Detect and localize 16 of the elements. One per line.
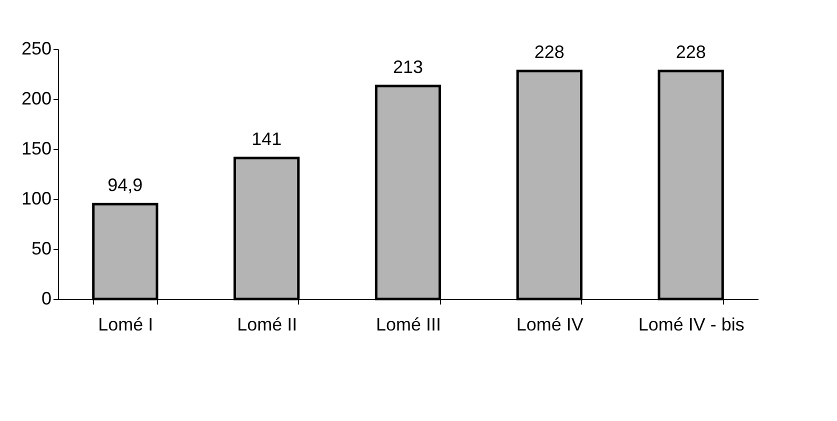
x-tick-label: Lomé II — [237, 314, 298, 334]
y-tick-label: 250 — [21, 38, 52, 58]
x-tick-label: Lomé III — [376, 314, 442, 334]
data-label: 141 — [252, 129, 282, 149]
y-tick-label: 150 — [21, 138, 52, 158]
y-tick-label: 50 — [31, 238, 52, 258]
y-tick-label: 200 — [21, 88, 52, 108]
data-label: 228 — [676, 42, 706, 62]
data-label: 213 — [392, 57, 424, 77]
data-label: 94,9 — [108, 175, 143, 196]
y-tick-label: 100 — [21, 188, 52, 208]
data-label: 228 — [534, 42, 564, 62]
y-tick-label: 0 — [41, 288, 52, 308]
x-tick-label: Lomé I — [98, 314, 154, 334]
x-tick-label: Lomé IV — [516, 314, 584, 334]
x-tick-label: Lomé IV - bis — [638, 314, 744, 334]
